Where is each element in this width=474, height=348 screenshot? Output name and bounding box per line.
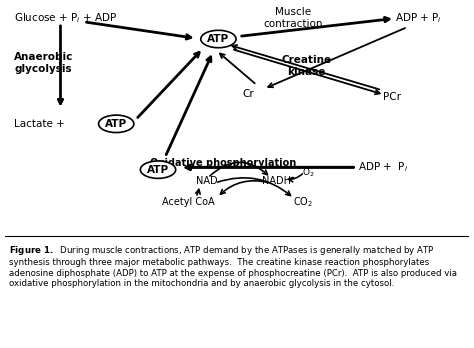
Text: Oxidative phosphorylation: Oxidative phosphorylation bbox=[150, 158, 296, 168]
Text: Cr: Cr bbox=[243, 89, 255, 99]
Text: Muscle: Muscle bbox=[274, 7, 311, 16]
Circle shape bbox=[140, 161, 176, 179]
Circle shape bbox=[99, 115, 134, 133]
Text: ATP: ATP bbox=[105, 119, 128, 129]
Text: Creatine: Creatine bbox=[282, 55, 332, 65]
Text: Anaerobic
glycolysis: Anaerobic glycolysis bbox=[14, 52, 73, 74]
Text: ADP +  P$_i$: ADP + P$_i$ bbox=[358, 160, 408, 174]
Text: O$_2$: O$_2$ bbox=[302, 166, 315, 179]
Text: NADH: NADH bbox=[262, 176, 291, 186]
Text: ADP + P$_i$: ADP + P$_i$ bbox=[395, 11, 442, 25]
Text: ATP: ATP bbox=[207, 34, 229, 44]
Text: ATP: ATP bbox=[147, 165, 169, 175]
Text: CO$_2$: CO$_2$ bbox=[293, 195, 313, 209]
Text: $\bf{Figure\ 1.}$  During muscle contractions, ATP demand by the ATPases is gene: $\bf{Figure\ 1.}$ During muscle contract… bbox=[9, 244, 457, 288]
Text: contraction: contraction bbox=[263, 19, 322, 29]
Text: Glucose + P$_i$ + ADP: Glucose + P$_i$ + ADP bbox=[14, 11, 118, 25]
Text: kinase: kinase bbox=[288, 67, 326, 77]
Text: PCr: PCr bbox=[383, 93, 401, 102]
Text: Lactate +: Lactate + bbox=[14, 119, 65, 129]
Text: Acetyl CoA: Acetyl CoA bbox=[162, 197, 215, 207]
Circle shape bbox=[201, 30, 236, 48]
Text: NAD: NAD bbox=[196, 176, 218, 186]
